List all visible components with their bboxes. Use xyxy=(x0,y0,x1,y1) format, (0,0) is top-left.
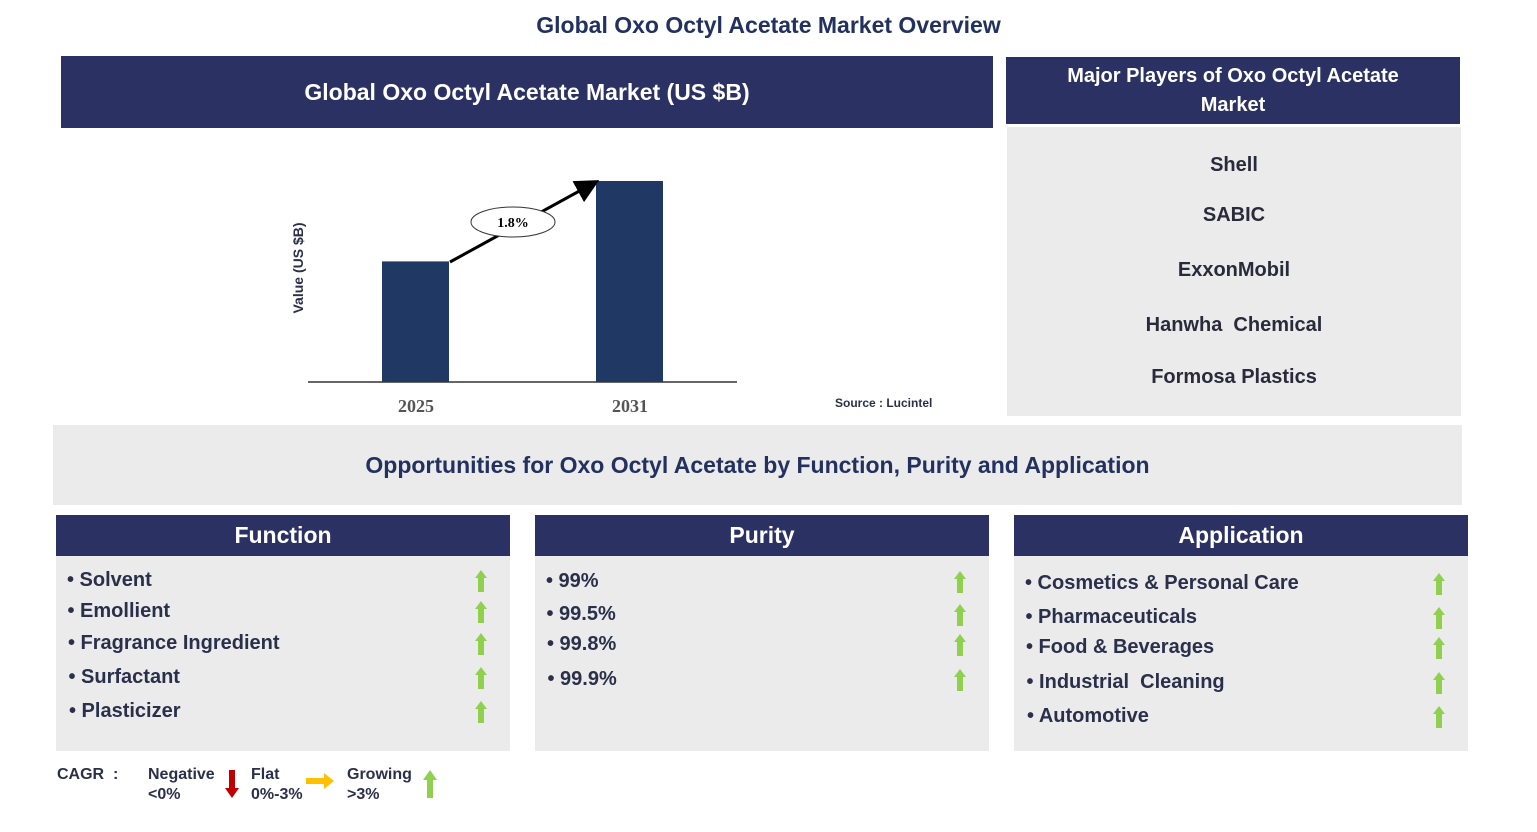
column-body-application xyxy=(1014,556,1468,751)
arrow-up-icon xyxy=(1433,573,1445,595)
list-item: • Fragrance Ingredient xyxy=(68,632,280,654)
arrow-up-icon xyxy=(1433,706,1445,728)
column-body-purity xyxy=(535,556,989,751)
player-item: ExxonMobil xyxy=(1177,259,1291,281)
arrow-up-icon xyxy=(475,633,487,655)
legend-negative: Negative <0% xyxy=(148,765,215,805)
arrow-down-icon xyxy=(225,770,239,798)
legend-cagr-label: CAGR : xyxy=(57,766,119,783)
list-item: • Emollient xyxy=(67,600,171,622)
legend-growing-range: >3% xyxy=(347,786,380,803)
arrow-up-icon xyxy=(1433,607,1445,629)
list-item: • 99% xyxy=(546,570,599,592)
cagr-ellipse xyxy=(470,206,556,238)
list-item: • Surfactant xyxy=(68,666,180,688)
y-axis-label: Value (US $B) xyxy=(290,222,306,313)
list-item: • 99.5% xyxy=(546,603,616,625)
arrow-up-icon xyxy=(1433,637,1445,659)
arrow-up-icon xyxy=(475,570,487,592)
arrow-up-icon xyxy=(475,667,487,689)
arrow-up-icon xyxy=(954,669,966,691)
legend-flat-label: Flat xyxy=(251,766,280,783)
x-tick-label: 2025 xyxy=(398,396,434,416)
bar-chart: Value (US $B) 2025 2031 1.8% Source : Luc… xyxy=(290,180,932,416)
arrow-right-icon xyxy=(306,773,334,789)
list-item: • Pharmaceuticals xyxy=(1025,606,1198,628)
list-item: • Plasticizer xyxy=(69,700,181,722)
cagr-label: 1.8% xyxy=(497,216,529,231)
arrow-up-icon xyxy=(954,634,966,656)
legend-flat-range: 0%-3% xyxy=(251,786,303,803)
x-tick-label: 2031 xyxy=(612,396,648,416)
list-item: • Automotive xyxy=(1027,705,1149,727)
chart-header: Global Oxo Octyl Acetate Market (US $B) xyxy=(61,56,993,128)
legend-negative-label: Negative xyxy=(148,766,215,783)
legend-growing-label: Growing xyxy=(347,766,412,783)
source-label: Source : Lucintel xyxy=(835,396,932,410)
legend-negative-range: <0% xyxy=(148,786,181,803)
column-header-function: Function xyxy=(56,515,510,556)
list-item: • Industrial Cleaning xyxy=(1026,671,1225,693)
player-item: Shell xyxy=(1210,154,1258,176)
players-list: Shell SABIC ExxonMobil Hanwha Chemical F… xyxy=(1007,127,1461,416)
column-header-purity: Purity xyxy=(535,515,989,556)
bar-2031 xyxy=(596,181,663,382)
arrow-up-icon xyxy=(475,601,487,623)
player-item: Hanwha Chemical xyxy=(1145,314,1323,336)
column-body-function xyxy=(56,556,510,751)
list-item: • 99.9% xyxy=(547,668,617,690)
bar-2025 xyxy=(382,261,449,382)
arrow-up-icon xyxy=(475,701,487,723)
column-header-application: Application xyxy=(1014,515,1468,556)
player-item: SABIC xyxy=(1202,204,1266,226)
arrow-up-icon xyxy=(954,604,966,626)
list-item: • Cosmetics & Personal Care xyxy=(1025,572,1299,594)
list-item: • Solvent xyxy=(67,569,152,591)
list-item: • Food & Beverages xyxy=(1026,636,1215,658)
arrow-up-icon xyxy=(1433,672,1445,694)
player-item: Formosa Plastics xyxy=(1151,366,1317,388)
legend-flat: Flat 0%-3% xyxy=(251,765,303,805)
list-item: • 99.8% xyxy=(547,633,617,655)
arrow-up-icon xyxy=(423,770,437,798)
arrow-up-icon xyxy=(954,571,966,593)
legend-growing: Growing >3% xyxy=(347,765,412,805)
opportunities-title: Opportunities for Oxo Octyl Acetate by F… xyxy=(53,425,1462,505)
page-title: Global Oxo Octyl Acetate Market Overview xyxy=(536,12,1001,38)
players-header: Major Players of Oxo Octyl Acetate Marke… xyxy=(1006,57,1460,124)
